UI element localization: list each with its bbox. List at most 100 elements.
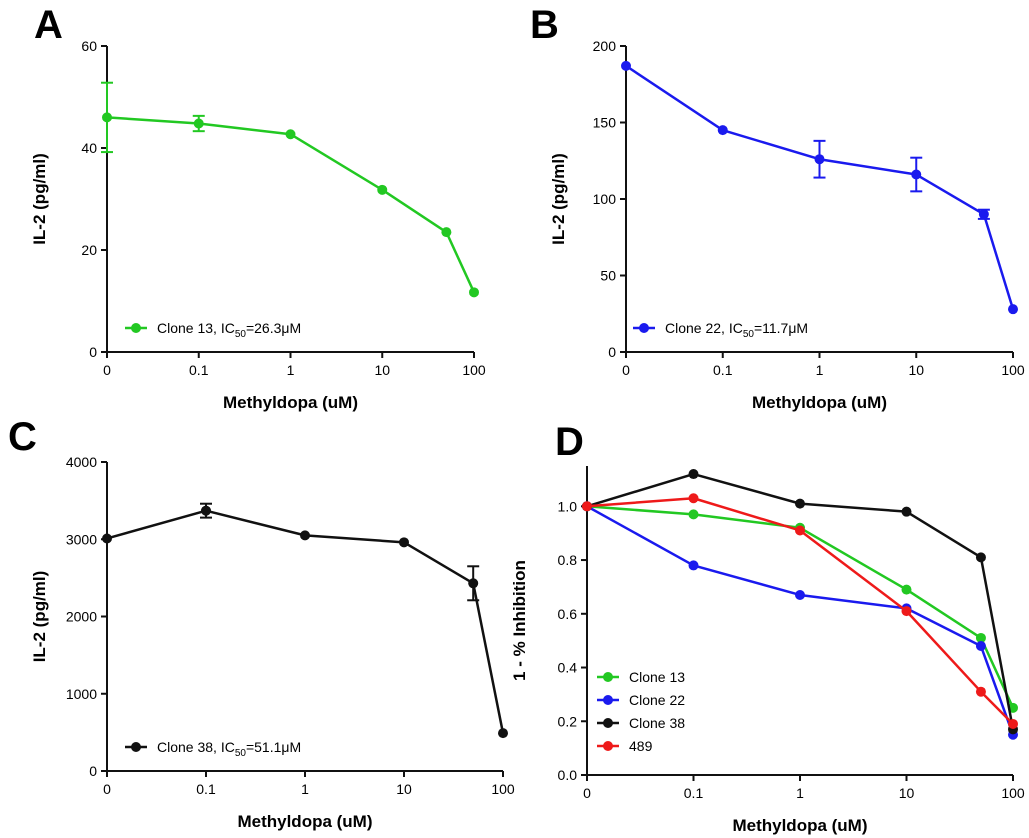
panel-letter-a: A <box>34 3 63 47</box>
data-point <box>975 641 986 652</box>
y-tick-label: 150 <box>593 115 617 131</box>
series-line <box>106 509 505 734</box>
legend-label: Clone 22, IC50=11.7μM <box>665 320 808 340</box>
series-line <box>586 505 1015 709</box>
y-tick-label: 0.8 <box>558 552 578 568</box>
data-point <box>498 728 508 739</box>
data-point <box>901 584 912 595</box>
data-point <box>285 129 296 140</box>
y-axis-title: IL-2 (pg/ml) <box>30 153 49 245</box>
x-tick-label: 0 <box>583 785 591 801</box>
x-tick-label: 100 <box>1001 362 1025 378</box>
y-tick-label: 0 <box>608 344 616 360</box>
data-point <box>814 154 825 165</box>
data-point <box>975 632 986 643</box>
y-tick-label: 200 <box>593 38 617 54</box>
y-tick-label: 50 <box>600 268 616 284</box>
x-tick-label: 100 <box>1001 785 1025 801</box>
y-axis-title: 1 - % Inhibition <box>510 560 529 681</box>
y-tick-label: 60 <box>81 38 97 54</box>
data-point <box>441 227 452 238</box>
x-tick-label: 1 <box>796 785 804 801</box>
data-point <box>201 505 211 516</box>
data-point <box>901 506 912 517</box>
x-tick-label: 0 <box>103 781 111 797</box>
legend-label: Clone 22 <box>629 692 685 708</box>
y-tick-label: 1.0 <box>558 498 578 514</box>
data-point <box>978 209 989 220</box>
legend-label: Clone 13 <box>629 669 685 685</box>
x-tick-label: 10 <box>899 785 915 801</box>
legend-label: Clone 38, IC50=51.1μM <box>157 739 301 759</box>
legend-label: Clone 38 <box>629 715 685 731</box>
data-point <box>975 552 986 563</box>
y-tick-label: 20 <box>81 242 97 258</box>
x-tick-label: 0.1 <box>713 362 733 378</box>
x-tick-label: 0 <box>103 362 111 378</box>
x-tick-label: 0 <box>622 362 630 378</box>
panel-b: B Methyldopa (uM) IL-2 (pg/ml) Clone 22,… <box>530 3 1025 412</box>
x-tick-label: 100 <box>462 362 486 378</box>
x-tick-label: 10 <box>374 362 390 378</box>
y-tick-label: 0 <box>89 763 97 779</box>
panel-letter-c: C <box>8 415 37 459</box>
panel-letter-b: B <box>530 3 559 47</box>
data-point <box>717 125 728 136</box>
y-tick-label: 0.6 <box>558 606 578 622</box>
y-tick-label: 3000 <box>66 531 97 547</box>
legend-marker <box>603 718 613 728</box>
x-tick-label: 100 <box>491 781 515 797</box>
data-point <box>688 469 699 480</box>
x-tick-label: 0.1 <box>684 785 704 801</box>
y-tick-label: 0.2 <box>558 713 578 729</box>
x-axis-title: Methyldopa (uM) <box>732 816 867 835</box>
legend-label: Clone 13, IC50=26.3μM <box>157 320 301 340</box>
y-tick-label: 2000 <box>66 609 97 625</box>
legend-marker <box>131 742 141 752</box>
data-point <box>468 578 479 589</box>
y-tick-label: 0.0 <box>558 767 578 783</box>
legend-marker <box>603 695 613 705</box>
y-tick-label: 40 <box>81 140 97 156</box>
data-point <box>1008 718 1018 729</box>
x-tick-label: 0.1 <box>189 362 209 378</box>
data-point <box>688 493 699 504</box>
y-tick-label: 0 <box>89 344 97 360</box>
data-point <box>377 184 388 195</box>
x-tick-label: 1 <box>287 362 295 378</box>
series-line <box>586 496 1014 725</box>
y-tick-label: 1000 <box>66 686 97 702</box>
data-point <box>193 118 204 129</box>
x-axis-title: Methyldopa (uM) <box>237 812 372 831</box>
x-axis-title: Methyldopa (uM) <box>223 393 358 412</box>
x-tick-label: 1 <box>301 781 309 797</box>
y-tick-label: 4000 <box>66 454 97 470</box>
data-point <box>621 60 631 71</box>
x-tick-label: 0.1 <box>196 781 216 797</box>
data-point <box>688 509 699 520</box>
data-point <box>688 560 699 571</box>
data-point <box>901 606 912 617</box>
x-tick-label: 1 <box>816 362 824 378</box>
data-point <box>795 525 805 536</box>
panel-d: D Methyldopa (uM) 1 - % Inhibition Clone… <box>510 420 1025 835</box>
panel-a: A Methyldopa (uM) IL-2 (pg/ml) Clone 13,… <box>30 3 486 412</box>
data-point <box>1008 304 1018 315</box>
legend-marker <box>131 323 141 333</box>
series-line <box>625 64 1015 310</box>
x-tick-label: 10 <box>396 781 412 797</box>
series-line <box>106 116 476 293</box>
series-line <box>586 505 1015 736</box>
y-tick-label: 100 <box>593 191 617 207</box>
data-point <box>795 589 805 600</box>
legend-label: 489 <box>629 738 653 754</box>
series-line <box>586 472 1015 730</box>
data-point <box>795 498 805 509</box>
y-axis-title: IL-2 (pg/ml) <box>30 571 49 663</box>
panel-letter-d: D <box>555 420 584 464</box>
data-point <box>399 537 409 548</box>
legend-marker <box>603 741 613 751</box>
panel-c: C Methyldopa (uM) IL-2 (pg/ml) Clone 38,… <box>8 415 515 831</box>
data-point <box>582 501 592 512</box>
